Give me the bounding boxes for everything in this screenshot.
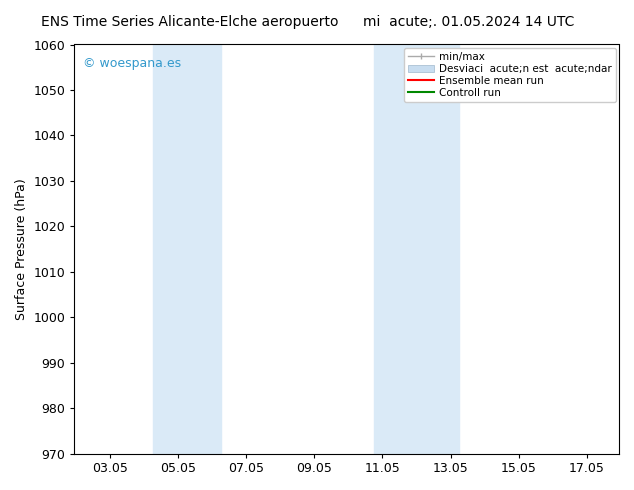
Title: ENS Time Series Alicante-Elche aeropuerto      mi  acute;. 01.05.2024 14 UTC: ENS Time Series Alicante-Elche aeropuert… — [0, 489, 1, 490]
Text: ENS Time Series Alicante-Elche aeropuerto: ENS Time Series Alicante-Elche aeropuert… — [41, 15, 339, 29]
Bar — [153, 45, 221, 454]
Y-axis label: Surface Pressure (hPa): Surface Pressure (hPa) — [15, 178, 28, 320]
Text: © woespana.es: © woespana.es — [82, 57, 181, 70]
Text: mi  acute;. 01.05.2024 14 UTC: mi acute;. 01.05.2024 14 UTC — [363, 15, 575, 29]
Legend: min/max, Desviaci  acute;n est  acute;ndar, Ensemble mean run, Controll run: min/max, Desviaci acute;n est acute;ndar… — [404, 48, 616, 102]
Bar — [374, 45, 459, 454]
